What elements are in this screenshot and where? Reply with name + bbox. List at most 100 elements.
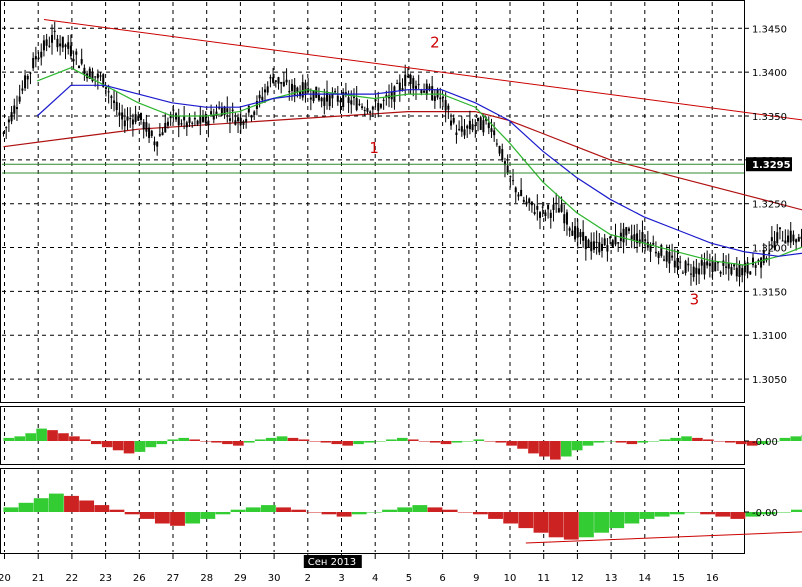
candle-body bbox=[509, 176, 512, 178]
candle-body bbox=[406, 75, 409, 77]
price-axis: 1.34501.34001.33501.33001.32501.32001.31… bbox=[744, 24, 792, 386]
histogram-bar bbox=[64, 495, 79, 512]
histogram-bar bbox=[472, 512, 488, 515]
candle-body bbox=[574, 226, 577, 240]
histogram-bar bbox=[145, 441, 157, 448]
histogram-bar bbox=[265, 437, 277, 441]
candle-body bbox=[743, 262, 746, 273]
candle-body bbox=[42, 40, 45, 51]
oscillator-panel-1[interactable] bbox=[0, 406, 745, 465]
candle-body bbox=[711, 260, 714, 272]
candle-body bbox=[760, 257, 763, 268]
time-tick-label: 27 bbox=[167, 573, 180, 584]
histogram-bar bbox=[594, 512, 609, 533]
candle-body bbox=[131, 119, 134, 125]
candle-body bbox=[137, 115, 140, 121]
histogram-bar bbox=[637, 441, 649, 443]
histogram-bar bbox=[659, 439, 670, 441]
candle-body bbox=[374, 99, 377, 102]
candle-body bbox=[398, 82, 401, 91]
candle-body bbox=[625, 227, 628, 236]
candle-body bbox=[350, 100, 353, 105]
main-price-panel[interactable] bbox=[0, 0, 745, 403]
candle-body bbox=[482, 120, 485, 133]
histogram-bar bbox=[124, 512, 140, 515]
candle-body bbox=[506, 165, 509, 174]
candle-body bbox=[598, 242, 601, 253]
candle-body bbox=[595, 241, 598, 243]
histogram-bar bbox=[309, 441, 321, 442]
trend-line bbox=[43, 19, 802, 121]
histogram-bar bbox=[25, 433, 36, 441]
candle-body bbox=[15, 107, 18, 110]
candle-body bbox=[379, 103, 382, 108]
candle-body bbox=[126, 116, 129, 121]
histogram-bar bbox=[495, 441, 507, 443]
candle-body bbox=[584, 236, 587, 250]
candle-body bbox=[458, 128, 461, 130]
candle-body bbox=[412, 78, 415, 89]
histogram-bar bbox=[670, 437, 681, 441]
candle-body bbox=[555, 202, 558, 204]
candle-body bbox=[611, 240, 614, 248]
histogram-bar bbox=[615, 441, 627, 443]
candle-body bbox=[339, 100, 342, 103]
candle-body bbox=[161, 132, 164, 136]
histogram-bar bbox=[386, 439, 397, 441]
candle-body bbox=[385, 95, 388, 98]
histogram-bar bbox=[243, 441, 255, 443]
wave-label: 3 bbox=[690, 291, 700, 309]
candle-body bbox=[466, 125, 469, 129]
time-tick-label: 4 bbox=[372, 573, 378, 584]
candle-body bbox=[202, 115, 205, 122]
histogram-bar bbox=[80, 439, 91, 441]
histogram-bar bbox=[18, 502, 34, 512]
histogram-bar bbox=[396, 437, 408, 441]
candle-body bbox=[164, 122, 167, 133]
candle-body bbox=[80, 59, 83, 64]
candle-body bbox=[592, 241, 595, 250]
candle-body bbox=[172, 109, 175, 111]
candle-body bbox=[148, 127, 151, 138]
candle-body bbox=[218, 107, 221, 109]
histogram-bar bbox=[713, 441, 725, 442]
histogram-bar bbox=[336, 512, 352, 517]
histogram-bar bbox=[724, 441, 736, 443]
candle-body bbox=[517, 194, 520, 197]
candle-body bbox=[792, 234, 795, 242]
candle-body bbox=[264, 89, 267, 93]
candle-body bbox=[326, 91, 329, 102]
candle-body bbox=[644, 239, 647, 242]
price-tick-label: 1.3150 bbox=[752, 287, 787, 298]
histogram-bar bbox=[451, 441, 463, 443]
histogram-bar bbox=[550, 441, 561, 460]
histogram-bar bbox=[36, 428, 47, 441]
histogram-bar bbox=[331, 441, 343, 445]
candle-body bbox=[96, 73, 99, 79]
candle-body bbox=[520, 189, 523, 197]
candle-body bbox=[450, 120, 453, 126]
candle-body bbox=[113, 100, 116, 104]
candle-body bbox=[2, 132, 5, 134]
candle-body bbox=[539, 212, 542, 218]
candle-body bbox=[280, 82, 283, 84]
histogram-bar bbox=[276, 507, 291, 512]
candle-body bbox=[773, 240, 776, 249]
candle-body bbox=[166, 121, 169, 126]
candle-body bbox=[431, 86, 434, 101]
histogram-bar bbox=[233, 441, 244, 446]
candle-body bbox=[730, 267, 733, 275]
candle-body bbox=[409, 74, 412, 85]
candle-body bbox=[301, 82, 304, 98]
candle-body bbox=[75, 51, 78, 55]
candle-body bbox=[725, 266, 728, 268]
candle-body bbox=[716, 262, 719, 264]
candle-body bbox=[363, 110, 366, 112]
candle-body bbox=[673, 260, 676, 268]
candle-body bbox=[228, 118, 231, 121]
candle-body bbox=[687, 263, 690, 266]
histogram-bar bbox=[320, 441, 332, 443]
candle-body bbox=[64, 44, 67, 47]
time-tick-label: 10 bbox=[504, 573, 517, 584]
candle-body bbox=[547, 205, 550, 210]
